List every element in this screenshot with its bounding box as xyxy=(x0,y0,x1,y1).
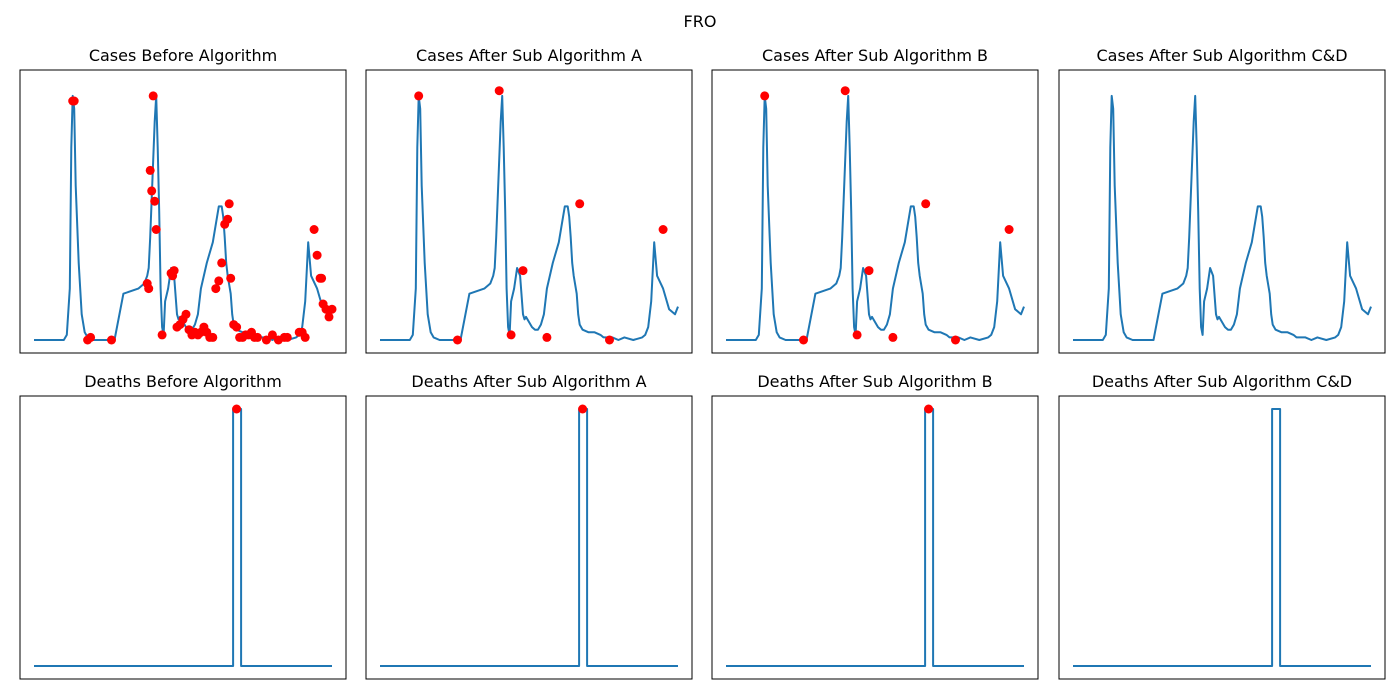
peak-marker xyxy=(223,214,233,224)
subplot-title: Deaths After Sub Algorithm C&D xyxy=(1092,372,1352,391)
peak-marker xyxy=(226,273,236,283)
peak-marker xyxy=(888,332,898,342)
peak-marker xyxy=(658,225,668,234)
subplot-title: Cases After Sub Algorithm A xyxy=(416,46,642,65)
peak-marker xyxy=(799,335,808,345)
peak-marker xyxy=(327,304,337,314)
peak-marker xyxy=(157,330,167,340)
subplot-title: Cases Before Algorithm xyxy=(89,46,277,65)
peak-marker xyxy=(224,199,234,209)
plot-frame xyxy=(711,395,1039,680)
peak-marker xyxy=(518,266,528,276)
peak-marker xyxy=(147,186,157,196)
subplot-deaths-1: Deaths Before Algorithm xyxy=(19,372,347,680)
peak-marker xyxy=(414,91,424,101)
peak-marker xyxy=(232,322,242,332)
peak-marker xyxy=(312,250,322,260)
subplot-cases-4: Cases After Sub Algorithm C&D xyxy=(1058,46,1386,354)
peak-marker xyxy=(208,332,218,342)
peak-marker xyxy=(309,225,319,234)
peak-marker xyxy=(924,404,934,414)
subplot-cases-1: Cases Before Algorithm xyxy=(19,46,347,354)
plot-frame xyxy=(1058,395,1386,680)
subplot-title: Deaths After Sub Algorithm B xyxy=(757,372,992,391)
peak-marker xyxy=(1004,225,1014,234)
peak-marker xyxy=(605,335,614,345)
subplot-title: Cases After Sub Algorithm B xyxy=(762,46,988,65)
peak-marker xyxy=(852,330,862,340)
peak-marker xyxy=(494,86,504,96)
peak-marker xyxy=(506,330,516,340)
peak-marker xyxy=(150,196,160,206)
cases-series-line xyxy=(380,94,679,341)
plot-frame xyxy=(365,395,693,680)
deaths-series-line xyxy=(1073,408,1371,667)
peak-marker xyxy=(217,258,227,268)
peak-marker xyxy=(69,96,79,106)
peak-marker xyxy=(169,266,179,276)
peak-marker xyxy=(282,332,292,342)
peak-marker xyxy=(86,332,96,342)
peak-marker xyxy=(181,309,191,319)
subplot-cases-3: Cases After Sub Algorithm B xyxy=(711,46,1039,354)
peak-marker xyxy=(453,335,462,345)
subplot-title: Cases After Sub Algorithm C&D xyxy=(1096,46,1347,65)
peak-marker xyxy=(107,335,116,345)
peak-marker xyxy=(144,284,154,294)
plot-frame xyxy=(19,395,347,680)
peak-marker xyxy=(921,199,931,209)
peak-marker xyxy=(145,165,155,175)
peak-marker xyxy=(151,225,161,234)
subplot-deaths-4: Deaths After Sub Algorithm C&D xyxy=(1058,372,1386,680)
peak-marker xyxy=(267,330,277,340)
peak-marker xyxy=(578,404,588,414)
peak-marker xyxy=(864,266,874,276)
peak-marker xyxy=(542,332,552,342)
peak-marker xyxy=(840,86,850,96)
peak-marker xyxy=(300,332,310,342)
subplot-title: Deaths After Sub Algorithm A xyxy=(411,372,646,391)
peak-marker xyxy=(253,332,262,342)
peak-marker xyxy=(760,91,770,101)
subplot-grid: Cases Before Algorithm Cases After Sub Al… xyxy=(19,46,1386,680)
figure-suptitle: FRO xyxy=(684,12,717,31)
subplot-cases-2: Cases After Sub Algorithm A xyxy=(365,46,693,354)
peak-marker xyxy=(214,276,224,286)
subplot-deaths-2: Deaths After Sub Algorithm A xyxy=(365,372,693,680)
peak-marker xyxy=(951,335,960,345)
peak-marker xyxy=(148,91,158,101)
cases-series-line xyxy=(726,94,1025,341)
peak-marker xyxy=(575,199,585,209)
peak-marker xyxy=(211,284,221,294)
peak-marker xyxy=(261,335,271,345)
peak-marker xyxy=(324,312,334,322)
subplot-title: Deaths Before Algorithm xyxy=(84,372,282,391)
subplot-deaths-3: Deaths After Sub Algorithm B xyxy=(711,372,1039,680)
peak-marker xyxy=(317,273,327,283)
cases-series-line xyxy=(1073,94,1372,341)
peak-marker xyxy=(232,404,242,414)
